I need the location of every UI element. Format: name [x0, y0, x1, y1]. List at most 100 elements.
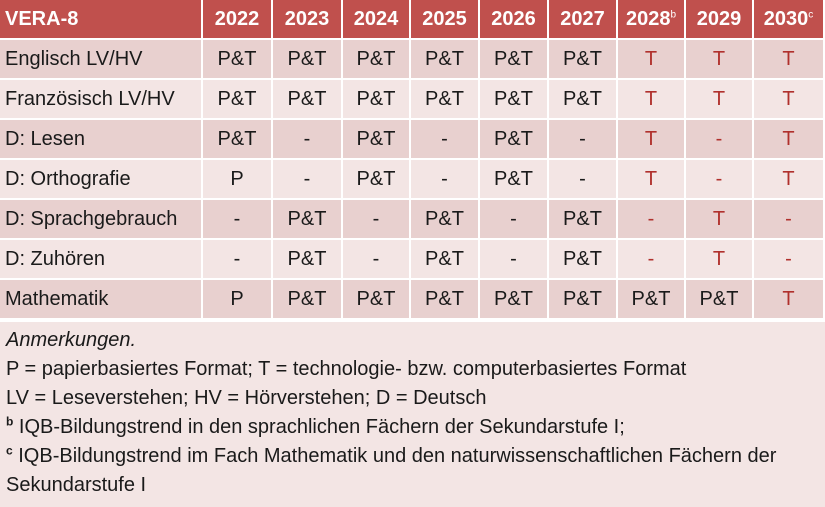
table-cell: P&T [549, 280, 618, 320]
table-cell: - [203, 240, 273, 280]
table-cell: T [618, 80, 686, 120]
row-label: Englisch LV/HV [0, 40, 203, 80]
table-cell: P&T [343, 160, 411, 200]
table-cell: P&T [480, 80, 549, 120]
table-cell: P&T [480, 40, 549, 80]
table-cell: P&T [411, 240, 480, 280]
table-cell: - [686, 160, 754, 200]
table-cell: P&T [273, 40, 343, 80]
year-footnote-mark: c [808, 8, 814, 20]
table-cell: - [343, 200, 411, 240]
row-label: Mathematik [0, 280, 203, 320]
table-cell: - [549, 120, 618, 160]
year-header-2027: 2027 [549, 0, 618, 40]
row-label: D: Lesen [0, 120, 203, 160]
year-header-2025: 2025 [411, 0, 480, 40]
year-label: 2022 [214, 7, 260, 30]
table-cell: P&T [203, 120, 273, 160]
table-row: Französisch LV/HV P&T P&T P&T P&T P&T P&T T T T [0, 80, 825, 120]
notes-section: Anmerkungen. P = papierbasiertes Format;… [0, 322, 825, 507]
table-cell: - [754, 200, 825, 240]
table-cell: T [686, 240, 754, 280]
notes-abbreviation-legend: LV = Leseverstehen; HV = Hörverstehen; D… [6, 387, 487, 409]
table-cell: P&T [343, 120, 411, 160]
table-cell: - [480, 240, 549, 280]
table-row: D: Zuhören - P&T - P&T - P&T - T - [0, 240, 825, 280]
table-cell: P [203, 160, 273, 200]
year-header-2030: 2030c [754, 0, 825, 40]
table-cell: P&T [411, 80, 480, 120]
table-cell: P&T [411, 40, 480, 80]
footnote-b: b IQB-Bildungstrend in den sprachlichen … [6, 413, 825, 442]
table-cell: - [549, 160, 618, 200]
table-cell: P&T [203, 80, 273, 120]
table-cell: P&T [549, 200, 618, 240]
table-cell: T [618, 120, 686, 160]
table-cell: - [411, 120, 480, 160]
table-cell: P&T [480, 160, 549, 200]
table-cell: P&T [618, 280, 686, 320]
table-cell: T [618, 160, 686, 200]
year-footnote-mark: b [670, 8, 677, 20]
table-cell: - [686, 120, 754, 160]
table-cell: P&T [480, 280, 549, 320]
row-label: Französisch LV/HV [0, 80, 203, 120]
table-cell: T [686, 40, 754, 80]
table-cell: P [203, 280, 273, 320]
table-cell: P&T [343, 280, 411, 320]
year-label: 2028 [625, 7, 671, 30]
table-cell: T [754, 160, 825, 200]
table-row: Mathematik P P&T P&T P&T P&T P&T P&T P&T T [0, 280, 825, 320]
table-cell: P&T [411, 280, 480, 320]
table-cell: - [618, 240, 686, 280]
table-cell: T [754, 40, 825, 80]
table-cell: T [686, 200, 754, 240]
footnote-b-text: IQB-Bildungstrend in den sprachlichen Fä… [13, 416, 625, 438]
year-label: 2026 [491, 7, 536, 30]
table-cell: P&T [203, 40, 273, 80]
year-label: 2027 [560, 7, 605, 30]
table-row: Englisch LV/HV P&T P&T P&T P&T P&T P&T T T T [0, 40, 825, 80]
table-cell: - [273, 160, 343, 200]
table-cell: - [480, 200, 549, 240]
table-cell: P&T [273, 80, 343, 120]
year-header-2026: 2026 [480, 0, 549, 40]
table-row: D: Orthografie P - P&T - P&T - T - T [0, 160, 825, 200]
table-cell: P&T [549, 240, 618, 280]
header-row: VERA-8 2022 2023 2024 2025 2026 2027 2028b 2029… [0, 0, 825, 40]
table-cell: P&T [273, 280, 343, 320]
year-header-2024: 2024 [343, 0, 411, 40]
table-body: Englisch LV/HV P&T P&T P&T P&T P&T P&T T T T Franz… [0, 40, 825, 320]
table-cell: T [754, 80, 825, 120]
vera-schedule-table: VERA-8 2022 2023 2024 2025 2026 2027 2028b 2029… [0, 0, 825, 320]
table-cell: P&T [686, 280, 754, 320]
table-cell: P&T [549, 80, 618, 120]
table-cell: T [686, 80, 754, 120]
footnote-b-mark: b [6, 414, 14, 429]
footnote-c-mark: c [6, 443, 13, 458]
year-label: 2025 [422, 7, 467, 30]
table-cell: - [754, 240, 825, 280]
table-cell: P&T [411, 200, 480, 240]
footnote-c-text: IQB-Bildungstrend im Fach Mathematik und… [6, 445, 777, 496]
table-cell: P&T [343, 40, 411, 80]
table-cell: P&T [343, 80, 411, 120]
year-label: 2024 [353, 7, 399, 30]
table-cell: P&T [273, 240, 343, 280]
year-header-2022: 2022 [203, 0, 273, 40]
table-cell: - [273, 120, 343, 160]
table-cell: P&T [480, 120, 549, 160]
row-label: D: Sprachgebrauch [0, 200, 203, 240]
year-label: 2029 [696, 7, 742, 30]
table-title: VERA-8 [0, 0, 203, 40]
notes-format-legend: P = papierbasiertes Format; T = technolo… [6, 358, 687, 380]
table-cell: - [203, 200, 273, 240]
notes-heading: Anmerkungen. [6, 329, 137, 351]
table-cell: P&T [549, 40, 618, 80]
table-cell: T [754, 280, 825, 320]
table-cell: - [618, 200, 686, 240]
year-header-2023: 2023 [273, 0, 343, 40]
table-cell: P&T [273, 200, 343, 240]
row-label: D: Orthografie [0, 160, 203, 200]
